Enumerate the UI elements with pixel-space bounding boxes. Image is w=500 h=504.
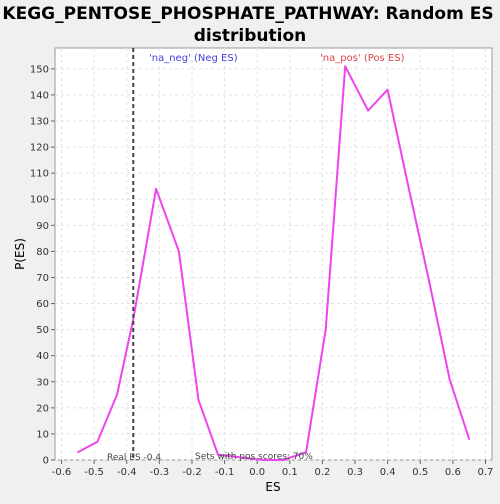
es-data-point bbox=[367, 109, 369, 112]
x-tick-label: 0.5 bbox=[412, 467, 428, 478]
x-tick-label: -0.1 bbox=[215, 467, 235, 478]
y-axis-label: P(ES) bbox=[13, 238, 27, 270]
y-tick-label: 10 bbox=[36, 429, 49, 440]
x-tick-label: 0.0 bbox=[249, 467, 265, 478]
x-tick-label: -0.2 bbox=[182, 467, 202, 478]
es-data-point bbox=[96, 440, 99, 443]
es-data-point bbox=[116, 394, 118, 396]
y-tick-label: 80 bbox=[36, 247, 49, 258]
x-tick-label: 0.2 bbox=[314, 467, 330, 478]
x-tick-label: 0.6 bbox=[445, 467, 461, 478]
y-tick-label: 90 bbox=[36, 221, 49, 232]
y-tick-label: 140 bbox=[30, 90, 49, 101]
es-data-point bbox=[77, 451, 79, 453]
es-data-point bbox=[240, 456, 242, 459]
x-tick-label: 0.7 bbox=[478, 467, 494, 478]
x-tick-label: 0.3 bbox=[347, 467, 363, 478]
es-data-point bbox=[178, 250, 180, 253]
y-tick-label: 50 bbox=[36, 325, 49, 336]
y-tick-label: 40 bbox=[36, 351, 49, 362]
y-tick-label: 0 bbox=[43, 456, 49, 467]
plot-area bbox=[54, 47, 493, 461]
es-data-point bbox=[132, 318, 135, 320]
es-data-point bbox=[282, 459, 285, 461]
es-data-point bbox=[386, 88, 389, 91]
es-data-point bbox=[324, 328, 327, 331]
x-tick-label: -0.6 bbox=[52, 467, 72, 478]
x-axis-label: ES bbox=[265, 480, 280, 494]
chart-title-line-2: distribution bbox=[194, 26, 306, 46]
es-data-point bbox=[429, 284, 431, 287]
y-tick-label: 120 bbox=[30, 143, 49, 154]
es-data-point bbox=[217, 453, 219, 456]
axes: -0.6 -0.5 -0.4 -0.3 -0.2 -0.1 0.0 0.1 0.2 0.3 0.4 0… bbox=[30, 64, 494, 478]
es-data-point bbox=[305, 451, 307, 453]
pos-scores-label: Sets with pos scores: 70% bbox=[195, 452, 313, 462]
y-tick-label: 130 bbox=[30, 117, 49, 128]
y-tick-label: 100 bbox=[30, 195, 49, 206]
es-data-point bbox=[406, 180, 409, 182]
x-tick-label: -0.5 bbox=[84, 467, 104, 478]
y-tick-label: 70 bbox=[36, 273, 49, 284]
es-data-point bbox=[468, 438, 470, 440]
real-es-label: Real ES -0.4 bbox=[107, 453, 161, 463]
x-tick-label: -0.3 bbox=[150, 467, 170, 478]
y-tick-label: 60 bbox=[36, 299, 49, 310]
x-tick-label: 0.4 bbox=[380, 467, 396, 478]
y-tick-label: 150 bbox=[30, 64, 49, 75]
x-tick-label: -0.4 bbox=[117, 467, 137, 478]
x-tick-label: 0.1 bbox=[282, 467, 298, 478]
es-data-point bbox=[262, 459, 265, 461]
y-tick-label: 30 bbox=[36, 377, 49, 388]
es-data-point bbox=[448, 378, 451, 380]
es-data-point bbox=[197, 399, 200, 401]
pos-es-label: 'na_pos' (Pos ES) bbox=[320, 53, 405, 64]
y-tick-label: 20 bbox=[36, 403, 49, 414]
neg-es-label: 'na_neg' (Neg ES) bbox=[149, 53, 238, 64]
chart-title-line-1: KEGG_PENTOSE_PHOSPHATE_PATHWAY: Random E… bbox=[2, 4, 493, 24]
es-data-point bbox=[155, 188, 157, 190]
y-tick-label: 110 bbox=[30, 169, 49, 180]
es-distribution-line bbox=[77, 65, 471, 461]
es-data-point bbox=[344, 65, 347, 68]
